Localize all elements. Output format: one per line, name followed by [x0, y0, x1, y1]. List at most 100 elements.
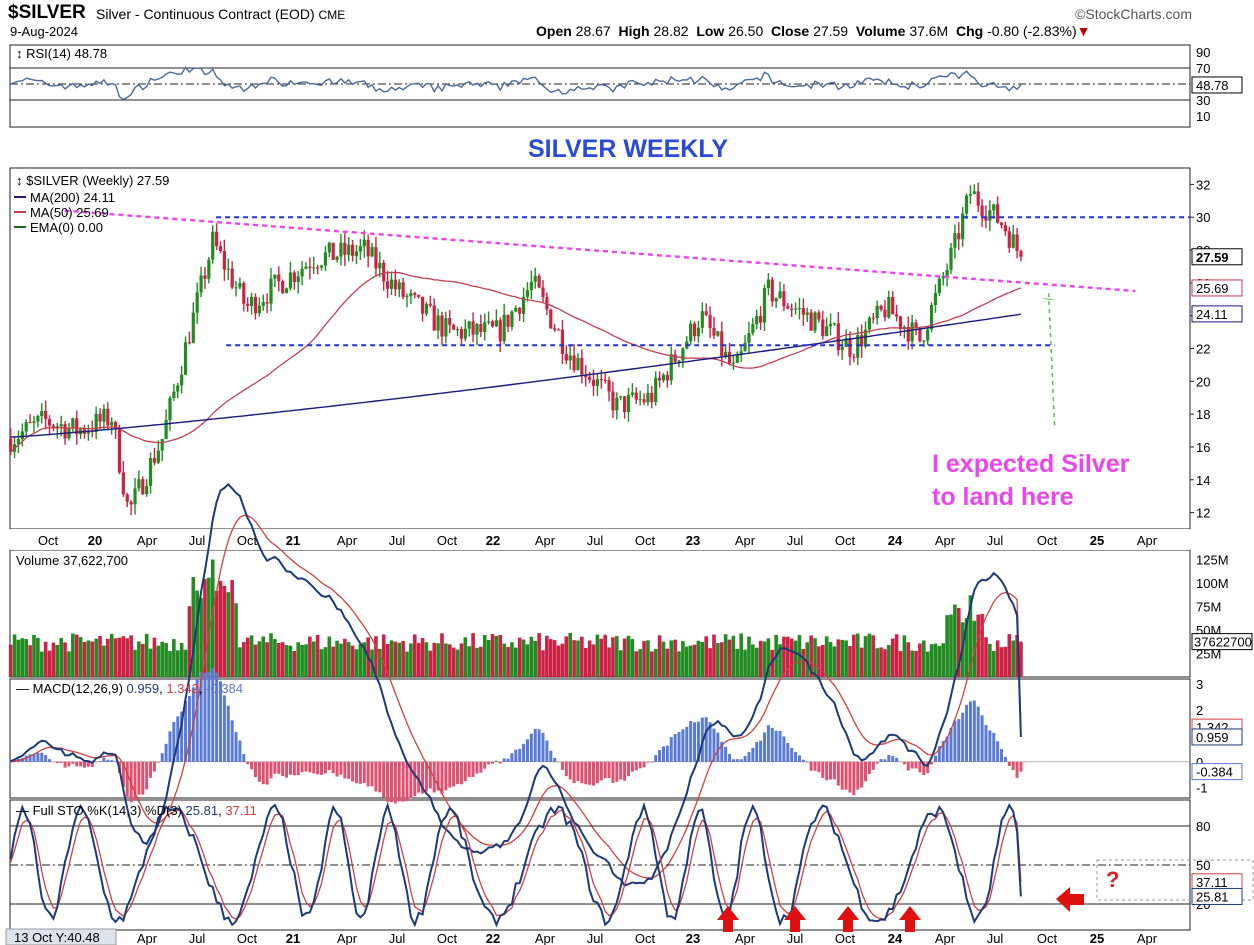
bottom-axis-label: Jul: [987, 931, 1004, 945]
bottom-axis-label: Apr: [735, 931, 756, 945]
macd-histogram-bar: [502, 758, 506, 762]
volume-bar: [545, 635, 549, 677]
volume-bar: [331, 646, 335, 677]
price-bar-body: [106, 408, 110, 426]
volume-bar: [727, 639, 732, 677]
price-bar-body: [24, 422, 28, 432]
volume-bar: [525, 644, 530, 677]
volume-bar: [424, 642, 429, 677]
macd-histogram-bar: [152, 761, 156, 772]
volume-bar: [381, 634, 386, 677]
price-bar-body: [316, 267, 320, 269]
volume-bar: [754, 647, 759, 677]
macd-tick-label: -1: [1196, 781, 1208, 796]
macd-histogram-bar: [778, 730, 782, 762]
volume-bar: [308, 636, 312, 677]
macd-histogram-bar: [490, 761, 494, 764]
macd-histogram-bar: [902, 761, 906, 765]
macd-tick-label: 3: [1196, 677, 1203, 692]
price-value-tag-text: 27.59: [1196, 250, 1229, 265]
volume-bar: [218, 580, 223, 677]
macd-histogram-bar: [203, 672, 207, 762]
macd-histogram-bar: [642, 761, 646, 768]
price-bar-body: [704, 311, 708, 315]
macd-histogram-bar: [362, 761, 366, 784]
volume-bar: [805, 642, 810, 677]
volume-bar: [36, 637, 40, 677]
volume-bar: [156, 645, 161, 677]
price-bar-body: [860, 335, 864, 347]
volume-bar: [906, 642, 911, 677]
macd-histogram-bar: [250, 761, 254, 770]
volume-bar: [560, 643, 565, 677]
volume-bar: [24, 638, 29, 677]
volume-bar: [537, 633, 541, 677]
volume-bar: [809, 635, 813, 677]
volume-bar: [179, 642, 184, 677]
price-bar-body: [145, 485, 149, 495]
macd-histogram-bar: [595, 761, 599, 784]
price-bar-body: [288, 272, 293, 289]
macd-histogram-bar: [370, 761, 374, 787]
volume-bar: [984, 637, 988, 677]
macd-histogram-bar: [312, 761, 316, 774]
macd-histogram-bar: [922, 761, 926, 776]
macd-histogram-bar: [300, 761, 304, 773]
price-tick-label: 12: [1196, 506, 1210, 521]
price-bar-body: [941, 276, 945, 279]
price-bar-body: [304, 266, 308, 269]
macd-histogram-bar: [421, 761, 425, 794]
macd-histogram-bar: [992, 732, 996, 762]
macd-histogram-bar: [790, 747, 794, 762]
volume-bar: [296, 642, 301, 677]
volume-bar: [595, 634, 600, 677]
macd-histogram-bar: [354, 761, 358, 784]
price-bar-body: [176, 385, 180, 392]
macd-histogram-bar: [522, 743, 526, 762]
macd-histogram-bar: [456, 761, 460, 784]
volume-bar: [510, 642, 514, 677]
price-bar-body: [945, 269, 949, 277]
low-label: Low: [696, 23, 725, 39]
price-bar-body: [937, 278, 941, 293]
volume-bar: [362, 642, 367, 677]
sto-value-tag-text: 25.81: [1196, 889, 1229, 904]
x-axis-label: Jul: [189, 533, 206, 548]
macd-histogram-bar: [518, 748, 522, 762]
macd-histogram-bar: [708, 722, 712, 762]
volume-bar: [568, 633, 573, 677]
macd-histogram-bar: [351, 761, 355, 782]
price-bar-body: [471, 321, 475, 335]
rsi-value-tag: [1191, 76, 1243, 94]
volume-bar: [832, 646, 837, 677]
macd-histogram-bar: [63, 761, 67, 768]
macd-histogram-bar: [102, 757, 106, 762]
volume-bar: [117, 637, 122, 677]
volume-bar: [374, 636, 378, 677]
price-bar-body: [607, 380, 611, 392]
macd-histogram-bar: [436, 761, 440, 791]
macd-histogram-bar: [623, 761, 627, 781]
volume-bar: [618, 650, 623, 677]
macd-histogram-bar: [506, 758, 510, 762]
macd-histogram-bar: [747, 752, 751, 762]
volume-bar: [401, 640, 405, 677]
macd-histogram-bar: [871, 761, 875, 770]
volume-bar: [871, 635, 876, 677]
volume-bar: [51, 642, 56, 677]
volume-bar: [541, 650, 545, 677]
volume-bar: [848, 646, 852, 677]
price-bar-body: [354, 251, 359, 256]
x-axis-label: Oct: [635, 533, 656, 548]
volume-bar: [74, 634, 79, 677]
price-bar-body: [747, 332, 751, 343]
macd-histogram-bar: [895, 757, 899, 762]
volume-bar: [242, 642, 246, 677]
price-bar-body: [914, 322, 918, 328]
macd-histogram-bar: [980, 715, 984, 762]
price-bar-body: [692, 323, 697, 337]
volume-bar: [265, 642, 269, 677]
volume-bar: [638, 649, 642, 677]
macd-histogram-bar: [428, 761, 432, 789]
chg-label: Chg: [956, 23, 984, 39]
